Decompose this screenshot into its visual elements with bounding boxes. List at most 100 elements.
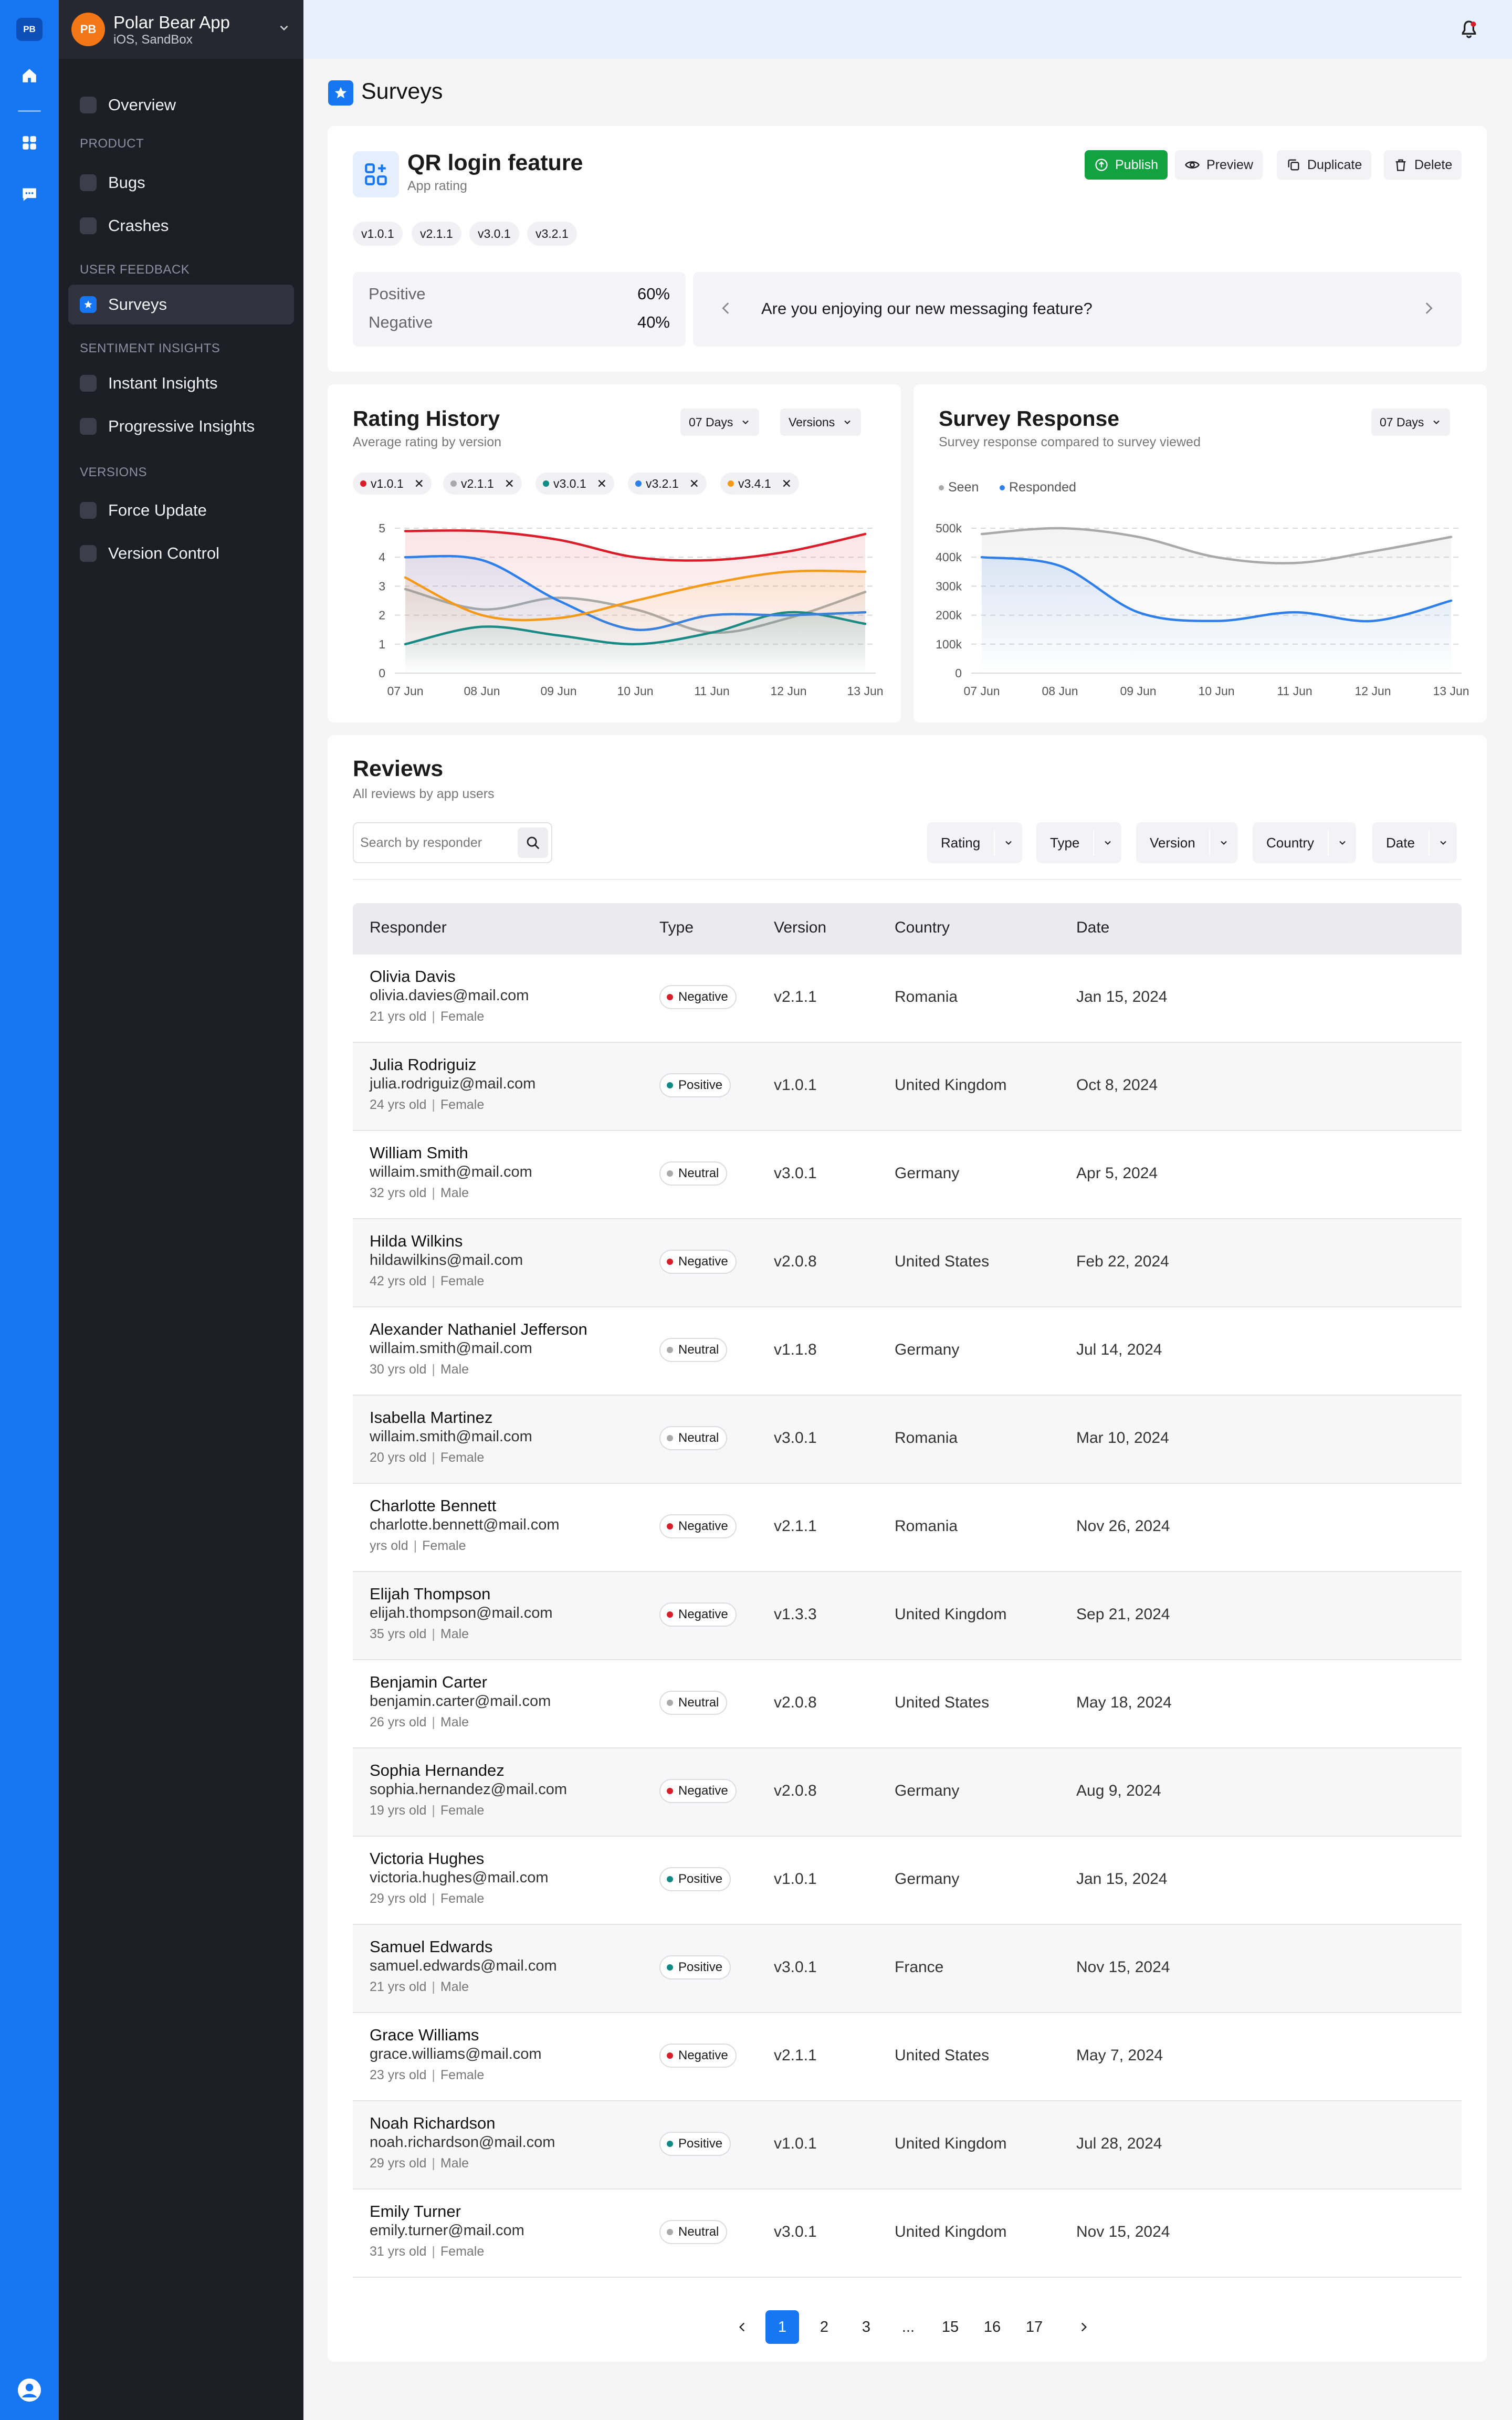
- table-row[interactable]: Julia Rodriguiz julia.rodriguiz@mail.com 2…: [353, 1043, 1462, 1131]
- range-dropdown[interactable]: 07 Days: [1371, 408, 1451, 436]
- range-dropdown[interactable]: 07 Days: [680, 408, 760, 436]
- nav-item-overview[interactable]: Overview: [68, 85, 294, 125]
- column-header-date[interactable]: Date: [1076, 919, 1110, 936]
- dashboard-icon[interactable]: [15, 128, 44, 158]
- close-icon[interactable]: ✕: [504, 476, 514, 490]
- chat-icon[interactable]: [15, 180, 44, 209]
- table-row[interactable]: Noah Richardson noah.richardson@mail.com 2…: [353, 2101, 1462, 2189]
- responder-meta: 35 yrs old | Male: [370, 1627, 469, 1642]
- series-area-Responded: [982, 557, 1451, 673]
- type-filter[interactable]: Type: [1036, 822, 1122, 863]
- update-icon: [80, 502, 97, 519]
- version-chip: v3.0.1: [469, 222, 519, 246]
- responder-age: 42 yrs old: [370, 1274, 427, 1288]
- table-row[interactable]: William Smith willaim.smith@mail.com 32 yr…: [353, 1131, 1462, 1219]
- notification-bell-icon[interactable]: [1458, 19, 1479, 43]
- type-dot: [667, 1259, 673, 1265]
- table-row[interactable]: Alexander Nathaniel Jefferson willaim.smi…: [353, 1307, 1462, 1396]
- x-tick-label: 09 Jun: [540, 684, 576, 698]
- version-filter[interactable]: Version: [1136, 822, 1237, 863]
- type-badge: Negative: [659, 1779, 737, 1803]
- separator: |: [432, 1715, 435, 1730]
- page-number[interactable]: 15: [941, 2318, 959, 2335]
- table-row[interactable]: Isabella Martinez willaim.smith@mail.com 2…: [353, 1396, 1462, 1484]
- type-label: Negative: [678, 1607, 728, 1621]
- table-row[interactable]: Elijah Thompson elijah.thompson@mail.com 3…: [353, 1572, 1462, 1660]
- table-row[interactable]: Grace Williams grace.williams@mail.com 23 …: [353, 2013, 1462, 2101]
- publish-button[interactable]: Publish: [1085, 150, 1168, 180]
- close-icon[interactable]: ✕: [596, 476, 607, 490]
- chevron-left-icon[interactable]: [717, 299, 735, 320]
- series-line-v1.0.1: [404, 529, 867, 562]
- version-filter-chip[interactable]: v3.4.1 ✕: [720, 473, 799, 495]
- column-header-type[interactable]: Type: [659, 919, 694, 936]
- country-cell: Romania: [895, 1429, 958, 1447]
- type-label: Neutral: [678, 1695, 719, 1710]
- legend-responded: Responded: [1000, 480, 1076, 495]
- table-row[interactable]: Emily Turner emily.turner@mail.com 31 yrs …: [353, 2189, 1462, 2278]
- version-filter-chip[interactable]: v1.0.1 ✕: [353, 473, 432, 495]
- x-tick-label: 08 Jun: [1042, 684, 1078, 698]
- close-icon[interactable]: ✕: [689, 476, 699, 490]
- close-icon[interactable]: ✕: [781, 476, 792, 490]
- page-number[interactable]: 3: [862, 2318, 871, 2335]
- column-header-country[interactable]: Country: [895, 919, 950, 936]
- preview-button[interactable]: Preview: [1175, 150, 1263, 180]
- overview-icon: [80, 97, 97, 113]
- version-filter-chip[interactable]: v3.0.1 ✕: [536, 473, 614, 495]
- page-number[interactable]: 16: [983, 2318, 1001, 2335]
- nav-item-version-control[interactable]: Version Control: [68, 533, 294, 573]
- type-badge: Negative: [659, 1514, 737, 1538]
- version-filter-chip[interactable]: v3.2.1 ✕: [628, 473, 707, 495]
- responder-meta: 24 yrs old | Female: [370, 1097, 484, 1113]
- page-number[interactable]: 1: [765, 2310, 799, 2344]
- table-row[interactable]: Hilda Wilkins hildawilkins@mail.com 42 yrs…: [353, 1219, 1462, 1307]
- app-switcher[interactable]: PB Polar Bear App iOS, SandBox: [59, 0, 303, 59]
- country-cell: France: [895, 1958, 944, 1976]
- version-cell: v2.1.1: [774, 2047, 817, 2064]
- responder-meta: 23 yrs old | Female: [370, 2068, 484, 2083]
- versions-dropdown[interactable]: Versions: [780, 408, 862, 436]
- date-filter[interactable]: Date: [1372, 822, 1457, 863]
- table-row[interactable]: Sophia Hernandez sophia.hernandez@mail.co…: [353, 1748, 1462, 1837]
- nav-item-crashes[interactable]: Crashes: [68, 206, 294, 246]
- page-number[interactable]: 2: [820, 2318, 829, 2335]
- crash-icon: [80, 217, 97, 234]
- nav-label: Version Control: [108, 544, 219, 562]
- nav-label: Progressive Insights: [108, 417, 255, 435]
- duplicate-button[interactable]: Duplicate: [1277, 150, 1372, 180]
- search-input[interactable]: [359, 826, 511, 859]
- chevron-left-icon[interactable]: [726, 2310, 759, 2344]
- table-header: Responder Type Version Country Date: [353, 903, 1462, 955]
- table-row[interactable]: Benjamin Carter benjamin.carter@mail.com 2…: [353, 1660, 1462, 1748]
- table-row[interactable]: Victoria Hughes victoria.hughes@mail.com 2…: [353, 1837, 1462, 1925]
- table-row[interactable]: Samuel Edwards samuel.edwards@mail.com 21 …: [353, 1925, 1462, 2013]
- country-filter[interactable]: Country: [1253, 822, 1357, 863]
- version-cell: v2.0.8: [774, 1253, 817, 1270]
- table-row[interactable]: Olivia Davis olivia.davies@mail.com 21 yrs…: [353, 955, 1462, 1043]
- nav-item-bugs[interactable]: Bugs: [68, 163, 294, 203]
- date-cell: Nov 15, 2024: [1076, 2223, 1170, 2240]
- close-icon[interactable]: ✕: [414, 476, 424, 490]
- version-filter-chip[interactable]: v2.1.1 ✕: [443, 473, 522, 495]
- page-number[interactable]: 17: [1025, 2318, 1043, 2335]
- chevron-right-icon[interactable]: [1067, 2310, 1100, 2344]
- nav-item-progressive-insights[interactable]: Progressive Insights: [68, 406, 294, 446]
- rail-logo[interactable]: PB: [16, 18, 43, 41]
- chevron-right-icon[interactable]: [1420, 299, 1437, 320]
- table-row[interactable]: Charlotte Bennett charlotte.bennett@mail.…: [353, 1484, 1462, 1572]
- home-icon[interactable]: [15, 61, 44, 90]
- rating-filter[interactable]: Rating: [927, 822, 1023, 863]
- nav-item-instant-insights[interactable]: Instant Insights: [68, 363, 294, 403]
- nav-item-surveys[interactable]: Surveys: [68, 285, 294, 324]
- type-label: Negative: [678, 1519, 728, 1533]
- x-tick-label: 11 Jun: [1277, 684, 1312, 698]
- nav-item-force-update[interactable]: Force Update: [68, 490, 294, 530]
- type-badge: Neutral: [659, 2220, 728, 2244]
- column-header-version[interactable]: Version: [774, 919, 827, 936]
- delete-button[interactable]: Delete: [1384, 150, 1462, 180]
- search-icon[interactable]: [518, 827, 548, 858]
- chip-label: v3.4.1: [738, 476, 771, 490]
- profile-icon[interactable]: [15, 2375, 44, 2405]
- column-header-responder[interactable]: Responder: [370, 919, 447, 936]
